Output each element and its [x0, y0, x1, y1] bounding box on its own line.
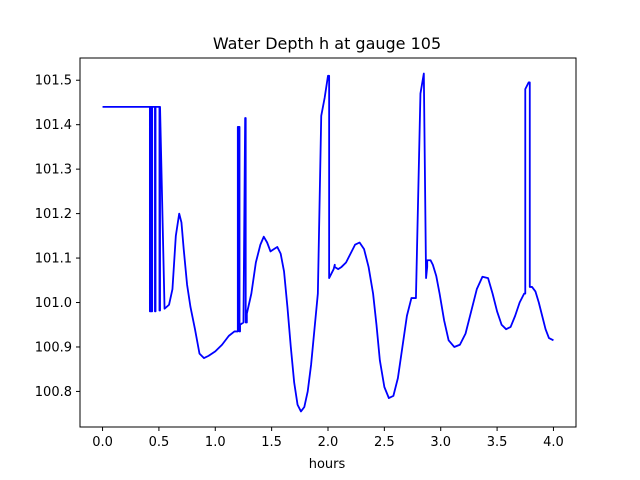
y-tick-label: 101.1	[35, 252, 72, 267]
axes-frame	[79, 57, 577, 428]
x-axis: 0.0 0.5 1.0 1.5 2.0 2.5 3.0 3.5 4.0	[92, 427, 564, 450]
series-line-1	[102, 72, 554, 413]
x-tick-label: 1.0	[205, 435, 226, 450]
x-tick-label: 0.5	[149, 435, 170, 450]
x-tick-label: 1.5	[261, 435, 282, 450]
plot-area	[102, 72, 554, 413]
y-tick-label: 101.4	[35, 118, 72, 133]
y-axis: 100.8 100.9 101.0 101.1 101.2 101.3 101.4 101.5	[35, 74, 80, 400]
y-tick-label: 100.9	[35, 340, 72, 355]
y-tick-label: 101.0	[35, 296, 72, 311]
x-tick-label: 0.0	[92, 435, 113, 450]
x-axis-label: hours	[309, 457, 346, 472]
y-tick-label: 101.5	[35, 74, 72, 89]
x-tick-label: 2.0	[318, 435, 339, 450]
chart-title: Water Depth h at gauge 105	[213, 34, 441, 53]
x-tick-label: 4.0	[543, 435, 564, 450]
y-tick-label: 101.3	[35, 163, 72, 178]
x-tick-label: 2.5	[374, 435, 395, 450]
x-tick-label: 3.0	[430, 435, 451, 450]
x-tick-label: 3.5	[487, 435, 508, 450]
y-tick-label: 100.8	[35, 385, 72, 400]
y-tick-label: 101.2	[35, 207, 72, 222]
